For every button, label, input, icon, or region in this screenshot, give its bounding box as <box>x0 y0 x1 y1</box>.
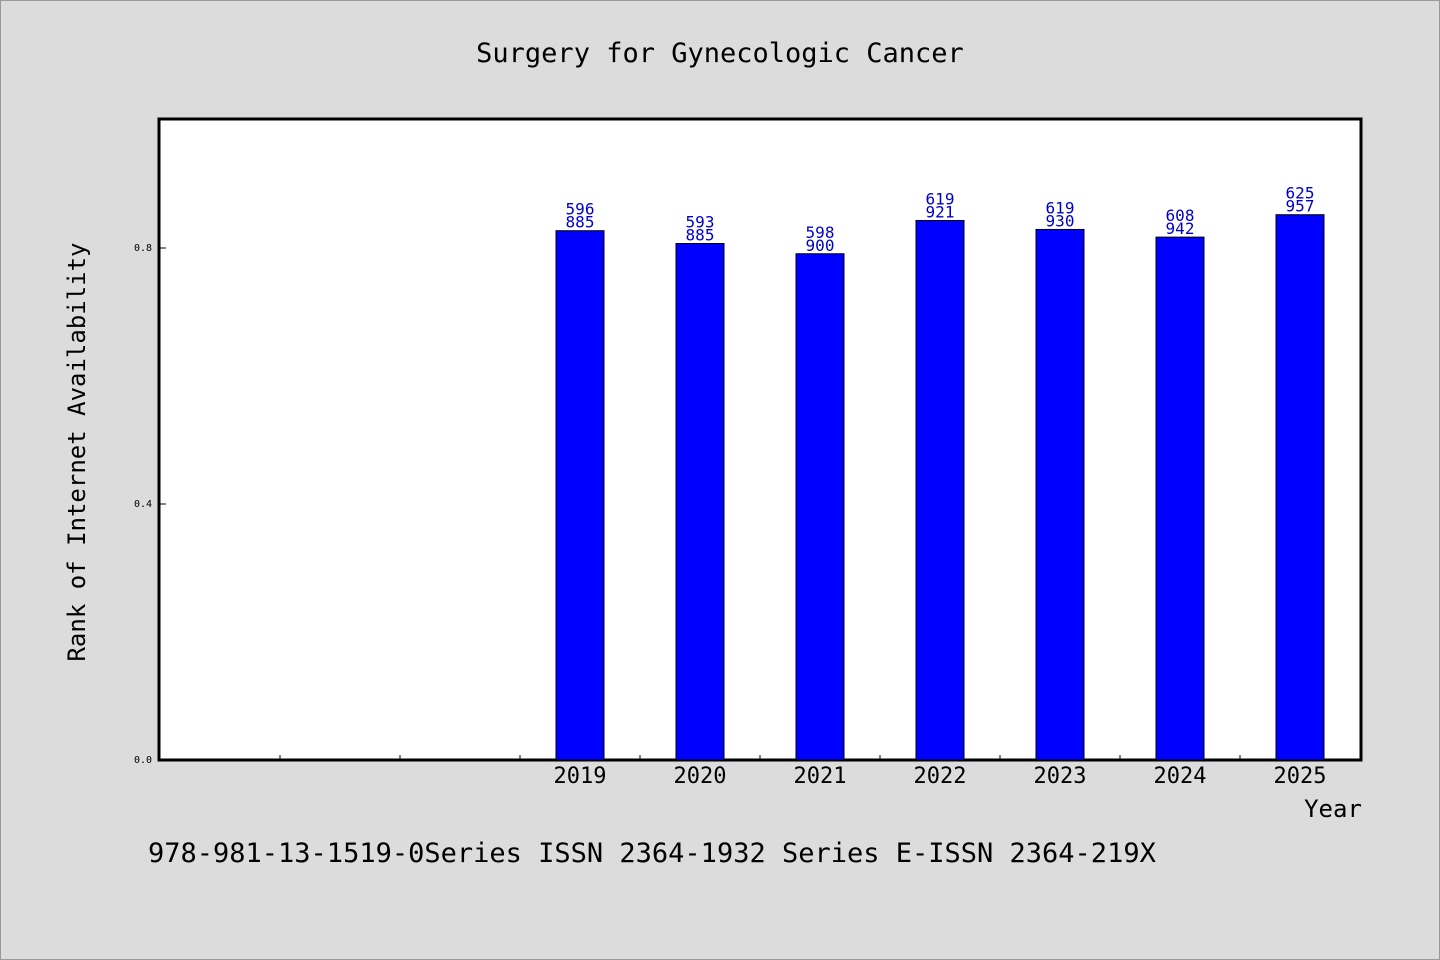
bar-2024 <box>1155 236 1205 761</box>
x-tick-label: 2025 <box>1274 764 1327 789</box>
labels-group: 0.00.40.85968852019593885202059890020216… <box>134 184 1327 789</box>
data-label-top: 598 <box>806 223 835 242</box>
data-label-bottom: 885 <box>686 226 715 245</box>
data-label-top: 619 <box>926 189 955 208</box>
x-tick-label: 2020 <box>674 764 727 789</box>
data-label-top: 619 <box>1046 198 1075 217</box>
bar-2021 <box>795 253 845 761</box>
x-tick-label: 2023 <box>1034 764 1087 789</box>
data-label-top: 608 <box>1166 206 1195 225</box>
y-tick-label: 0.0 <box>134 755 152 766</box>
data-label-bottom: 930 <box>1046 211 1075 230</box>
data-label-top: 593 <box>686 213 715 232</box>
bars-group <box>555 214 1325 761</box>
bar-2019 <box>555 230 605 761</box>
bar-2023 <box>1035 228 1085 761</box>
data-label-bottom: 885 <box>566 213 595 232</box>
data-label-bottom: 900 <box>806 236 835 255</box>
data-label-bottom: 921 <box>926 202 955 221</box>
chart-title: Surgery for Gynecologic Cancer <box>476 38 964 69</box>
ticks-group <box>160 247 1241 761</box>
bar-2022 <box>915 219 965 761</box>
y-tick-label: 0.4 <box>134 499 152 510</box>
x-tick-label: 2019 <box>554 764 607 789</box>
data-label-top: 596 <box>566 200 595 219</box>
y-axis-label: Rank of Internet Availability <box>63 242 91 661</box>
footer-text: 978-981-13-1519-0Series ISSN 2364-1932 S… <box>148 838 1156 869</box>
x-axis-label: Year <box>1304 795 1362 823</box>
x-tick-label: 2021 <box>794 764 847 789</box>
bar-2025 <box>1275 214 1325 761</box>
x-tick-label: 2022 <box>914 764 967 789</box>
data-label-bottom: 942 <box>1166 219 1195 238</box>
data-label-bottom: 957 <box>1286 197 1315 216</box>
x-tick-label: 2024 <box>1154 764 1207 789</box>
y-tick-label: 0.8 <box>134 243 152 254</box>
data-label-top: 625 <box>1286 184 1315 203</box>
bar-2020 <box>675 243 725 761</box>
